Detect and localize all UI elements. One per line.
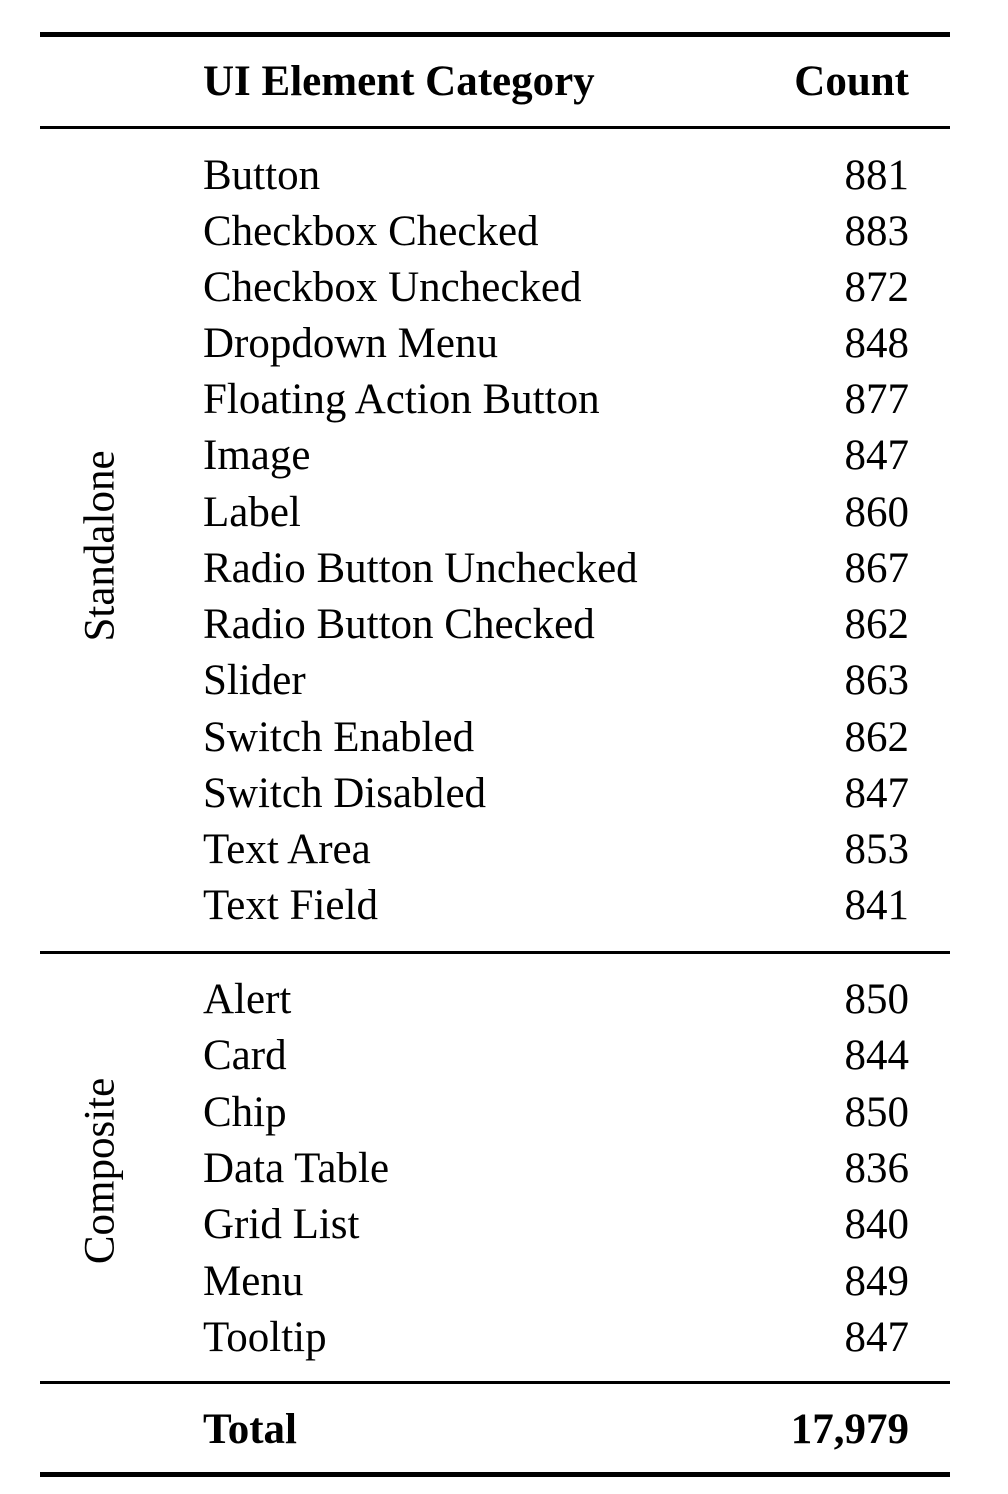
row-count: 867 <box>844 545 910 592</box>
group-separator-rule <box>40 951 950 954</box>
table-row: Checkbox Checked 883 <box>40 204 950 260</box>
table-row: Button 881 <box>40 148 950 204</box>
row-count: 850 <box>844 1089 910 1136</box>
row-name: Floating Action Button <box>203 376 600 423</box>
header-rule <box>40 126 950 129</box>
table-row: Grid List 840 <box>40 1197 950 1253</box>
row-name: Slider <box>203 657 306 704</box>
table-row: Dropdown Menu 848 <box>40 316 950 372</box>
row-count: 847 <box>844 1314 910 1361</box>
row-name: Image <box>203 432 311 479</box>
table-row: Checkbox Unchecked 872 <box>40 260 950 316</box>
table-bottom-rule <box>40 1472 950 1477</box>
row-count: 853 <box>844 826 910 873</box>
table-row: Image 847 <box>40 428 950 484</box>
table-row: Switch Enabled 862 <box>40 710 950 766</box>
table-row: Menu 849 <box>40 1254 950 1310</box>
header-category: UI Element Category <box>203 58 595 105</box>
row-count: 860 <box>844 489 910 536</box>
row-name: Menu <box>203 1258 304 1305</box>
table-row: Label 860 <box>40 485 950 541</box>
row-name: Dropdown Menu <box>203 320 498 367</box>
row-count: 841 <box>844 882 910 929</box>
table-row: Floating Action Button 877 <box>40 372 950 428</box>
row-name: Button <box>203 152 321 199</box>
table-row: Data Table 836 <box>40 1141 950 1197</box>
table-row: Alert 850 <box>40 972 950 1028</box>
table-row: Radio Button Checked 862 <box>40 597 950 653</box>
table-row: Text Area 853 <box>40 822 950 878</box>
row-count: 863 <box>844 657 910 704</box>
row-name: Checkbox Unchecked <box>203 264 582 311</box>
table-row: Radio Button Unchecked 867 <box>40 541 950 597</box>
row-name: Text Field <box>203 882 378 929</box>
row-count: 881 <box>844 152 910 199</box>
row-count: 862 <box>844 714 910 761</box>
row-count: 883 <box>844 208 910 255</box>
row-name: Switch Enabled <box>203 714 475 761</box>
row-name: Data Table <box>203 1145 390 1192</box>
row-name: Label <box>203 489 301 536</box>
row-name: Checkbox Checked <box>203 208 539 255</box>
row-count: 848 <box>844 320 910 367</box>
row-name: Text Area <box>203 826 371 873</box>
table-row: Switch Disabled 847 <box>40 766 950 822</box>
table-row: Card 844 <box>40 1028 950 1084</box>
header-count: Count <box>794 58 909 105</box>
row-name: Radio Button Unchecked <box>203 545 638 592</box>
row-name: Grid List <box>203 1201 360 1248</box>
row-count: 836 <box>844 1145 910 1192</box>
row-count: 877 <box>844 376 910 423</box>
row-count: 849 <box>844 1258 910 1305</box>
row-name: Tooltip <box>203 1314 327 1361</box>
total-rule <box>40 1381 950 1384</box>
table-top-rule <box>40 32 950 37</box>
row-name: Alert <box>203 976 292 1023</box>
total-row: Total 17,979 <box>40 1402 950 1458</box>
total-label: Total <box>203 1406 297 1453</box>
total-count: 17,979 <box>790 1406 909 1453</box>
row-name: Radio Button Checked <box>203 601 595 648</box>
row-count: 844 <box>844 1032 910 1079</box>
table-row: Text Field 841 <box>40 878 950 934</box>
row-count: 872 <box>844 264 910 311</box>
table-row: Slider 863 <box>40 653 950 709</box>
row-count: 862 <box>844 601 910 648</box>
row-count: 850 <box>844 976 910 1023</box>
row-name: Card <box>203 1032 287 1079</box>
table-row: Chip 850 <box>40 1085 950 1141</box>
row-name: Chip <box>203 1089 287 1136</box>
table-header-row: UI Element Category Count <box>40 54 950 110</box>
row-count: 847 <box>844 432 910 479</box>
row-count: 840 <box>844 1201 910 1248</box>
table-row: Tooltip 847 <box>40 1310 950 1366</box>
row-name: Switch Disabled <box>203 770 487 817</box>
ui-element-count-table: UI Element Category Count Standalone But… <box>40 0 950 1494</box>
row-count: 847 <box>844 770 910 817</box>
